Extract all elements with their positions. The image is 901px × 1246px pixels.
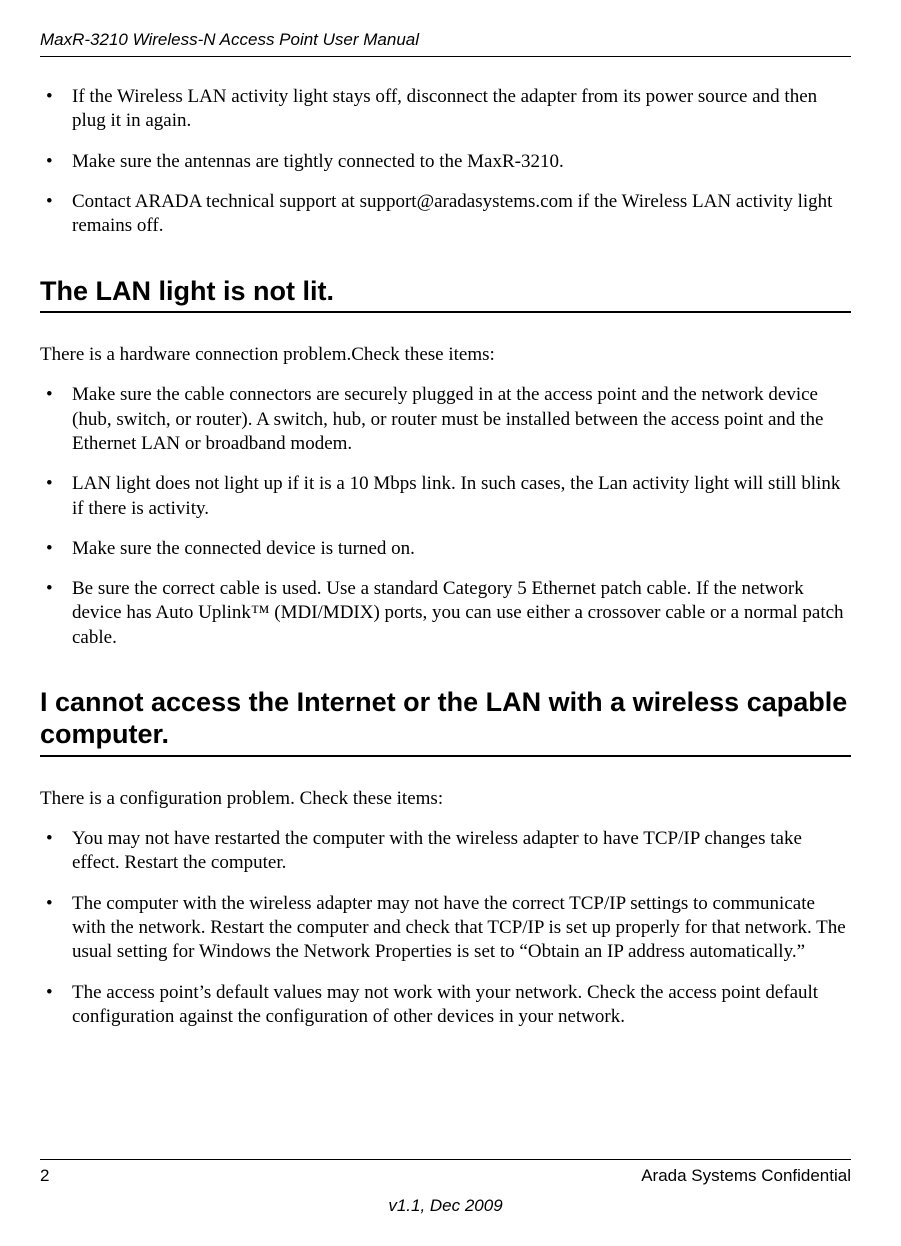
body-content: If the Wireless LAN activity light stays… — [40, 85, 851, 1029]
heading-lan-light: The LAN light is not lit. — [40, 275, 851, 313]
section-b-intro: There is a hardware connection problem.C… — [40, 343, 851, 367]
list-item: Be sure the correct cable is used. Use a… — [40, 577, 851, 650]
list-item: The computer with the wireless adapter m… — [40, 892, 851, 965]
confidential-label: Arada Systems Confidential — [641, 1166, 851, 1186]
page-number: 2 — [40, 1166, 49, 1186]
list-item: Make sure the cable connectors are secur… — [40, 383, 851, 456]
section-c-bullets: You may not have restarted the computer … — [40, 827, 851, 1029]
list-item: Make sure the antennas are tightly conne… — [40, 150, 851, 174]
section-c-intro: There is a configuration problem. Check … — [40, 787, 851, 811]
list-item: Contact ARADA technical support at suppo… — [40, 190, 851, 239]
running-header: MaxR-3210 Wireless-N Access Point User M… — [40, 30, 851, 57]
list-item: Make sure the connected device is turned… — [40, 537, 851, 561]
list-item: If the Wireless LAN activity light stays… — [40, 85, 851, 134]
section-a-bullets: If the Wireless LAN activity light stays… — [40, 85, 851, 239]
page-footer: 2 Arada Systems Confidential v1.1, Dec 2… — [40, 1159, 851, 1216]
list-item: The access point’s default values may no… — [40, 981, 851, 1030]
list-item: LAN light does not light up if it is a 1… — [40, 472, 851, 521]
page: MaxR-3210 Wireless-N Access Point User M… — [0, 0, 901, 1246]
section-b-bullets: Make sure the cable connectors are secur… — [40, 383, 851, 650]
footer-version: v1.1, Dec 2009 — [40, 1196, 851, 1216]
footer-rule — [40, 1159, 851, 1160]
heading-cannot-access: I cannot access the Internet or the LAN … — [40, 686, 851, 757]
list-item: You may not have restarted the computer … — [40, 827, 851, 876]
